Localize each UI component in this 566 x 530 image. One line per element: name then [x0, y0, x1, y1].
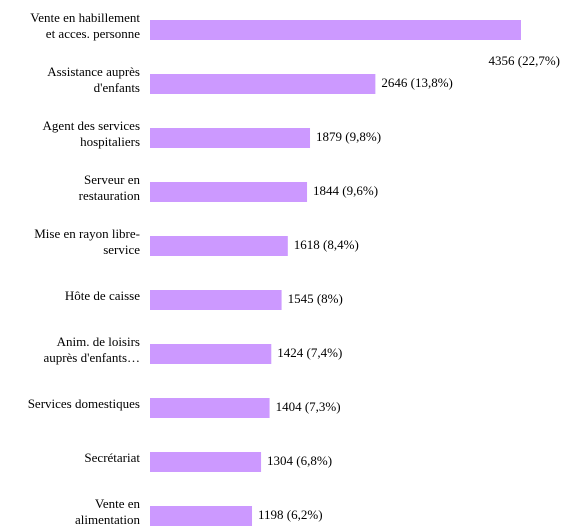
category-label: alimentation [75, 512, 140, 527]
value-label: 1198 (6,2%) [258, 507, 323, 522]
category-label: et acces. personne [46, 26, 140, 41]
bar [150, 344, 272, 364]
category-label: Secrétariat [84, 450, 140, 465]
bar [150, 398, 270, 418]
category-label: restauration [79, 188, 141, 203]
value-label: 1879 (9,8%) [316, 129, 381, 144]
category-label: d'enfants [94, 80, 140, 95]
bar [150, 290, 282, 310]
category-label: auprès d'enfants… [43, 350, 140, 365]
category-label: Anim. de loisirs [57, 334, 140, 349]
category-label: Vente en habillement [30, 10, 140, 25]
bar [150, 74, 376, 94]
bar [150, 182, 308, 202]
category-label: Services domestiques [28, 396, 140, 411]
category-label: Agent des services [43, 118, 140, 133]
bar [150, 128, 311, 148]
category-label: Vente en [95, 496, 141, 511]
value-label: 2646 (13,8%) [381, 75, 453, 90]
value-label: 1844 (9,6%) [313, 183, 378, 198]
category-label: Hôte de caisse [65, 288, 140, 303]
value-label: 1424 (7,4%) [277, 345, 342, 360]
category-label: service [103, 242, 140, 257]
category-label: Mise en rayon libre- [34, 226, 140, 241]
bar [150, 236, 288, 256]
bar [150, 506, 253, 526]
category-label: Serveur en [84, 172, 140, 187]
bar [150, 20, 521, 40]
category-label: hospitaliers [80, 134, 140, 149]
bar [150, 452, 262, 472]
category-label: Assistance auprès [47, 64, 140, 79]
value-label: 1618 (8,4%) [294, 237, 359, 252]
value-label: 4356 (22,7%) [489, 53, 561, 68]
value-label: 1545 (8%) [288, 291, 343, 306]
value-label: 1404 (7,3%) [276, 399, 341, 414]
value-label: 1304 (6,8%) [267, 453, 332, 468]
